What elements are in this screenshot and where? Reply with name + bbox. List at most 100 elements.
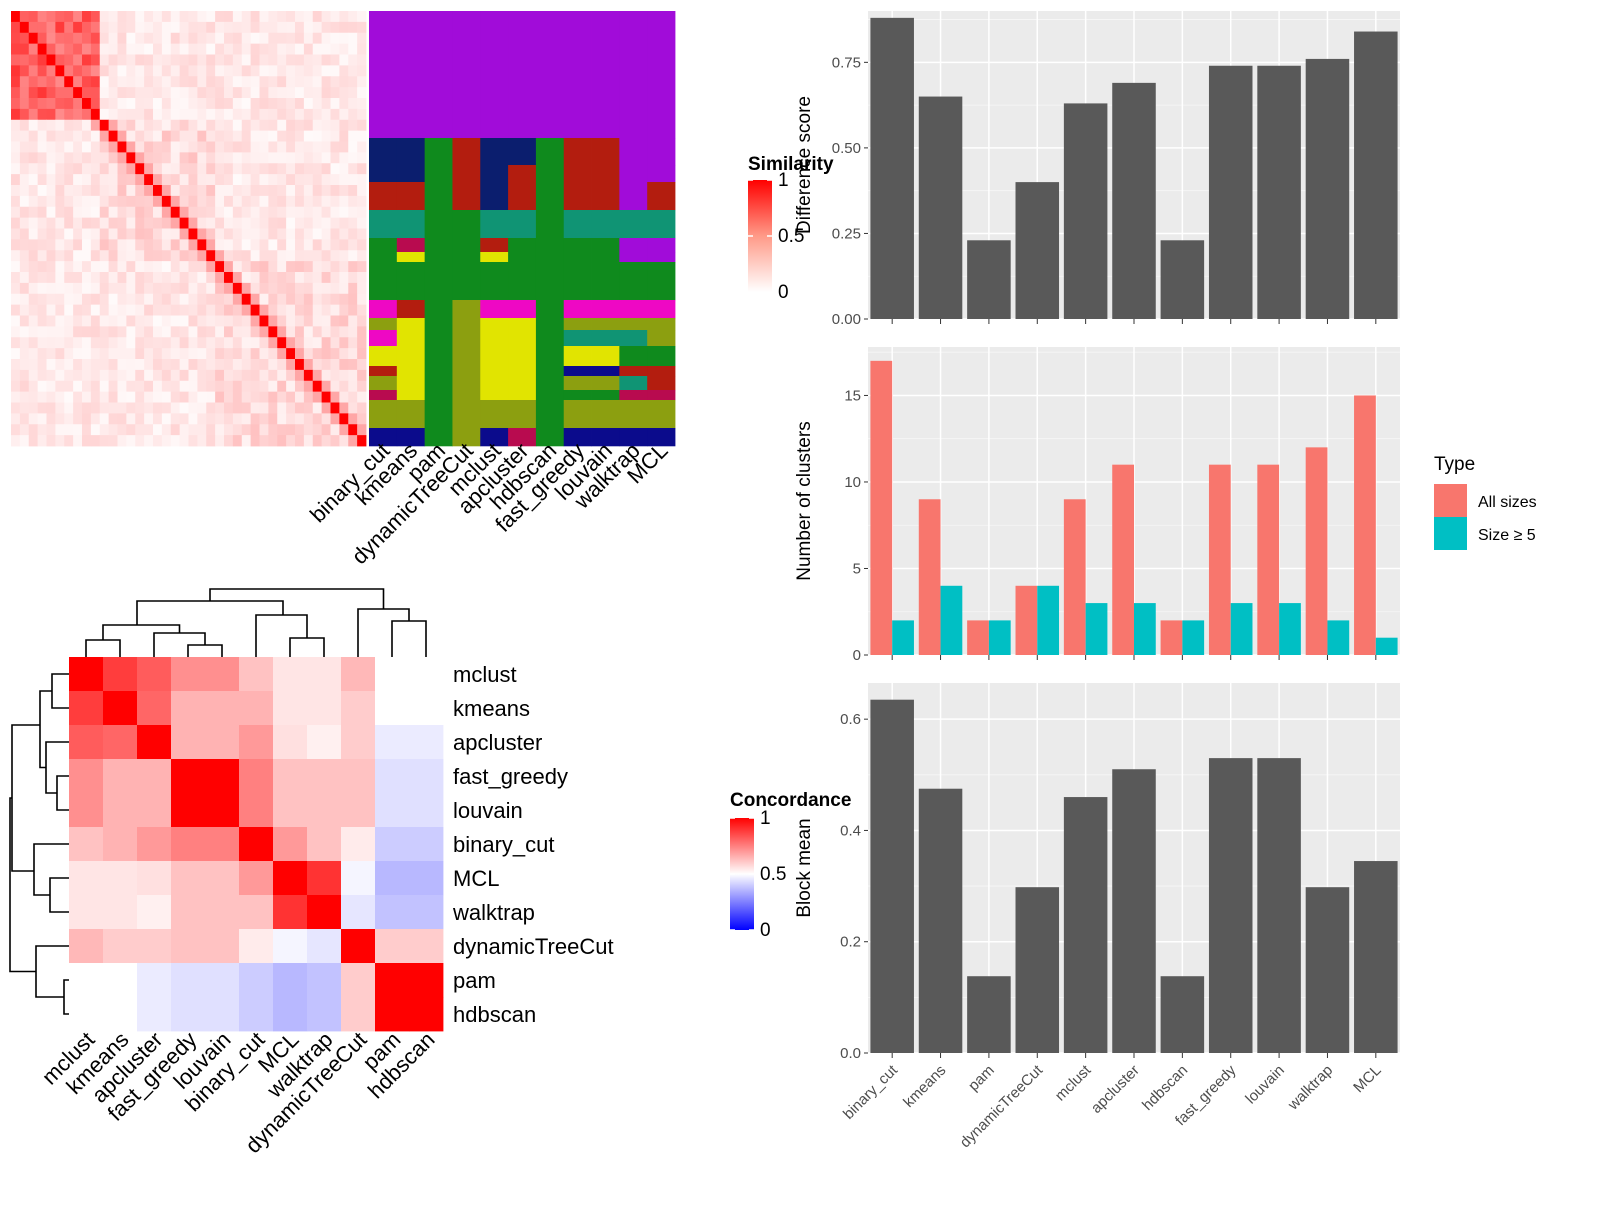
membership-cell: [535, 366, 565, 377]
similarity-cell: [215, 54, 225, 66]
similarity-cell: [259, 87, 269, 99]
similarity-cell: [206, 261, 216, 273]
similarity-cell: [170, 424, 181, 436]
similarity-cell: [357, 206, 367, 219]
similarity-cell: [46, 348, 56, 360]
similarity-cell: [117, 206, 127, 219]
similarity-cell: [99, 174, 110, 186]
membership-cell: [535, 400, 565, 429]
concordance-cell: [103, 963, 138, 998]
similarity-cell: [295, 174, 305, 186]
similarity-cell: [241, 87, 252, 99]
similarity-cell: [46, 98, 56, 110]
similarity-cell: [170, 315, 181, 327]
similarity-cell: [99, 435, 110, 447]
similarity-cell: [268, 141, 278, 153]
concordance-cell: [273, 725, 308, 760]
concordance-cell: [205, 657, 240, 692]
similarity-cell: [170, 119, 181, 132]
similarity-cell: [117, 163, 127, 175]
similarity-cell: [250, 43, 260, 55]
membership-cell: [508, 400, 537, 429]
similarity-cell: [161, 141, 172, 153]
similarity-cell: [330, 293, 340, 306]
similarity-cell: [11, 206, 21, 219]
similarity-cell: [37, 228, 47, 240]
similarity-cell: [206, 163, 216, 175]
similarity-cell: [295, 185, 305, 197]
similarity-cell: [188, 239, 198, 251]
similarity-cell: [144, 206, 154, 219]
similarity-cell: [11, 108, 21, 121]
similarity-cell: [188, 185, 198, 197]
similarity-cell: [232, 369, 243, 382]
similarity-cell: [295, 315, 305, 327]
similarity-cell: [90, 98, 101, 110]
similarity-cell: [224, 65, 234, 77]
membership-cell: [396, 210, 426, 239]
similarity-cell: [295, 87, 305, 99]
similarity-cell: [215, 152, 225, 164]
membership-cell: [424, 252, 453, 263]
similarity-cell: [55, 185, 65, 197]
concordance-cell: [205, 895, 240, 930]
similarity-cell: [153, 163, 163, 175]
similarity-cell: [126, 272, 136, 284]
similarity-cell: [303, 163, 314, 175]
membership-cell: [535, 376, 565, 391]
similarity-cell: [268, 293, 278, 306]
similarity-cell: [232, 98, 243, 110]
similarity-cell: [241, 43, 252, 55]
similarity-cell: [108, 152, 118, 164]
similarity-cell: [11, 21, 21, 34]
similarity-cell: [295, 369, 305, 382]
similarity-cell: [64, 119, 74, 132]
concordance-cell: [69, 963, 104, 998]
similarity-cell: [144, 108, 154, 121]
similarity-cell: [28, 87, 39, 99]
similarity-cell: [82, 98, 92, 110]
similarity-cell: [277, 304, 287, 316]
similarity-cell: [224, 163, 234, 175]
concordance-cell: [205, 997, 240, 1032]
similarity-cell: [170, 413, 181, 425]
similarity-cell: [188, 76, 198, 88]
membership-cell: [619, 252, 648, 263]
similarity-cell: [11, 32, 21, 45]
similarity-cell: [188, 43, 198, 55]
similarity-cell: [241, 424, 252, 436]
similarity-cell: [348, 130, 358, 142]
similarity-cell: [295, 141, 305, 153]
similarity-cell: [268, 272, 278, 284]
similarity-cell: [55, 293, 65, 306]
similarity-cell: [232, 282, 243, 295]
similarity-cell: [37, 348, 47, 360]
similarity-cell: [232, 87, 243, 99]
similarity-cell: [303, 282, 314, 295]
similarity-cell: [241, 250, 252, 262]
similarity-cell: [117, 261, 127, 273]
similarity-cell: [303, 21, 314, 34]
similarity-cell: [90, 87, 101, 99]
similarity-cell: [295, 326, 305, 338]
concordance-cell: [341, 963, 376, 998]
dendrogram-branch: [209, 588, 385, 609]
similarity-cell: [224, 130, 234, 142]
similarity-cell: [170, 272, 181, 284]
similarity-cell: [126, 435, 136, 447]
similarity-cell: [232, 195, 243, 208]
similarity-cell: [179, 43, 189, 55]
similarity-cell: [117, 402, 127, 414]
concordance-cell: [307, 997, 342, 1032]
similarity-cell: [303, 435, 314, 447]
similarity-cell: [55, 87, 65, 99]
similarity-cell: [295, 65, 305, 77]
similarity-cell: [37, 21, 47, 34]
membership-cell: [480, 366, 509, 377]
membership-cell: [396, 11, 426, 139]
similarity-cell: [135, 163, 145, 175]
similarity-cell: [339, 348, 349, 360]
similarity-cell: [357, 282, 367, 295]
similarity-cell: [19, 32, 30, 45]
